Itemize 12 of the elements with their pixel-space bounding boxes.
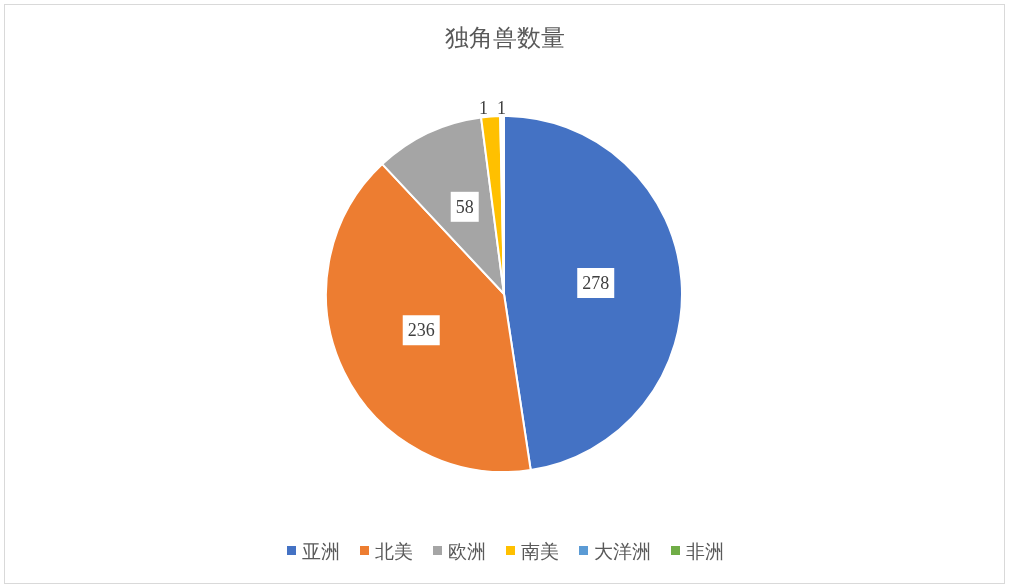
legend-label: 非洲 [686,539,724,562]
data-label: 278 [582,273,610,294]
legend-label: 北美 [375,539,413,562]
legend-label: 欧洲 [448,539,486,562]
data-label: 1 [479,98,489,119]
legend-label: 大洋洲 [594,539,651,562]
legend-label: 亚洲 [302,539,340,562]
legend-label: 南美 [521,539,559,562]
chart-title: 独角兽数量 [444,24,565,52]
data-label: 58 [455,196,474,217]
data-label: 236 [407,320,435,341]
data-label: 1 [497,98,507,118]
